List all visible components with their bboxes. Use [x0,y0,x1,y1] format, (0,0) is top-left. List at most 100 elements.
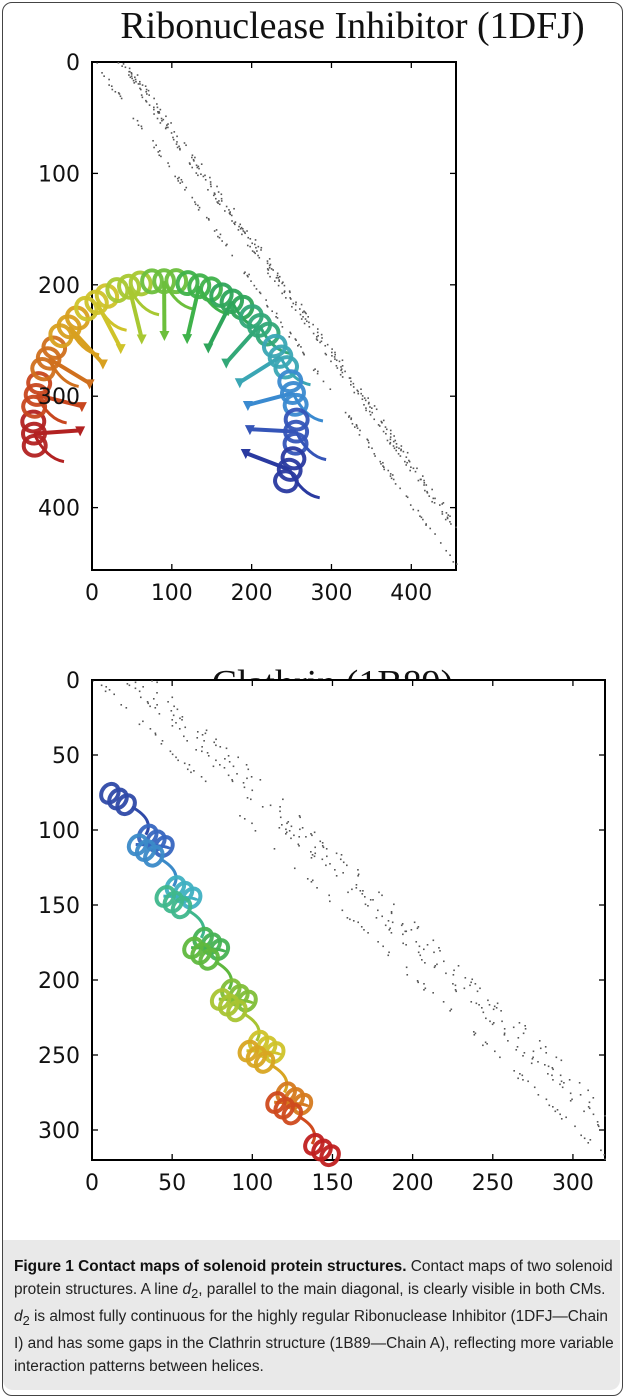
p1-contact-point [160,155,162,158]
p2-contact-point [548,1104,551,1107]
p1-contact-point [355,424,358,426]
p1-contact-point [217,202,219,204]
p1-contact-point [383,468,386,471]
p2-contact-point [469,984,471,987]
p2-contact-point [228,761,231,763]
p2-contact-point [215,759,217,762]
p1-contact-point [237,229,240,231]
rnase-strand-arrow [159,331,170,342]
p1-contact-point [428,495,431,497]
rnase-strand [127,286,144,339]
p1-contact-point [394,483,397,485]
p2-contact-point [489,1020,491,1023]
p1-contact-point [128,70,130,73]
p1-contact-point [297,344,299,347]
p1-contact-point [446,517,449,520]
p2-contact-point [603,1154,606,1156]
p2-contact-point [560,1118,563,1120]
p1-contact-point [329,388,332,391]
p1-contact-point [282,281,284,284]
p1-contact-point [283,290,286,292]
clathrin-helix-turn [208,938,231,961]
p2-contact-point [454,989,457,991]
clathrin-helix-turn [245,1045,268,1069]
p2-contact-point [355,884,358,886]
p2-contact-point [569,1092,572,1095]
caption-text-3: is almost fully continuous for the highl… [14,1308,614,1376]
p1-contact-point [117,62,120,64]
p2-contact-point [339,858,342,861]
p1-contact-point [218,236,221,239]
p2-contact-point [298,845,300,847]
p2-ytick-label: 0 [66,669,80,694]
clathrin-loop [214,960,233,991]
p2-contact-point [568,1079,571,1081]
p1-contact-point [219,233,222,236]
p2-contact-point [215,744,217,747]
p1-contact-point [378,425,381,427]
p1-contact-point [145,88,148,91]
p2-contact-point [417,951,420,954]
p2-contact-point [360,926,363,928]
p1-contact-point [349,377,352,379]
p1-contact-point [392,445,395,447]
rnase-helix-turn [238,304,264,330]
p2-contact-point [227,755,230,757]
p2-contact-point [470,981,472,984]
p2-contact-point [306,878,309,880]
rnase-helix-turn [41,335,68,360]
p1-contact-point [191,166,194,169]
p1-contact-point [324,352,327,355]
rnase-strand-arrow [115,344,126,355]
p2-contact-point [424,987,427,990]
p1-contact-point [247,275,249,278]
caption-background [3,1240,620,1390]
p2-contact-point [363,929,365,931]
rnase-strand [245,451,291,472]
p1-contact-point [385,428,388,431]
p1-contact-point [450,523,452,525]
p1-contact-point [312,332,315,335]
p1-contact-point [389,443,391,445]
clathrin-loop [269,1063,289,1094]
p1-contact-point [221,240,223,242]
p1-contact-point [157,112,160,114]
p1-contact-point [340,369,342,372]
p1-contact-point [391,474,394,476]
p1-contact-point [210,185,212,188]
p1-contact-point [321,337,323,339]
p2-contact-point [205,729,208,732]
p1-contact-point [350,418,352,421]
p1-contact-point [114,90,117,93]
p1-contact-point [424,489,426,492]
p1-contact-point [434,533,436,535]
p1-contact-point [387,469,390,472]
p1-contact-point [420,516,423,519]
p1-contact-point [382,461,384,464]
p1-contact-point [331,354,333,357]
p1-contact-point [244,232,246,235]
p1-contact-point [230,214,233,217]
p2-contact-point [204,732,207,735]
p1-contact-point [434,497,436,500]
clathrin-loop [158,857,178,888]
p1-contact-point [246,274,249,277]
p1-contact-point [167,126,169,129]
p2-contact-point [375,917,378,919]
p1-contact-point [140,125,143,128]
p1-contact-point [315,336,318,338]
p1-contact-point [132,79,135,82]
p1-contact-point [175,143,178,145]
p1-contact-point [172,136,174,139]
p1-contact-point [128,67,131,70]
p1-contact-point [367,397,369,399]
p2-contact-point [340,854,343,856]
p1-contact-point [194,156,196,159]
p2-contact-point [464,977,467,979]
p2-contact-point [503,1032,506,1035]
p1-contact-point [423,481,426,484]
p1-contact-point [197,174,199,177]
p1-contact-point [369,414,372,416]
p2-contact-point [455,990,458,993]
p1-contact-point [352,386,355,388]
